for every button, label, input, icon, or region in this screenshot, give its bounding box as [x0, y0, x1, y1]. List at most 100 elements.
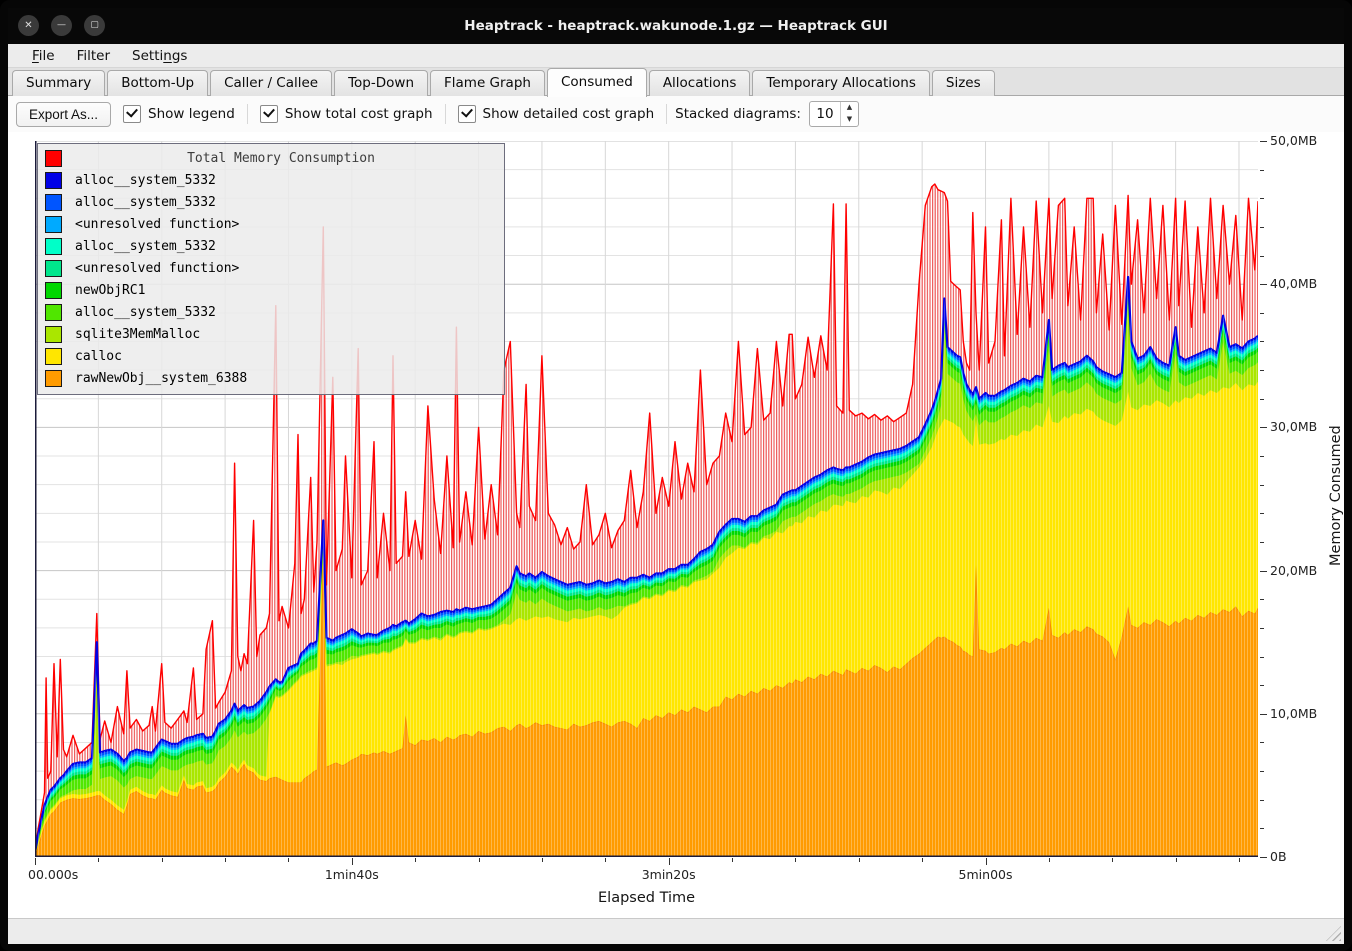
tab-consumed[interactable]: Consumed — [547, 68, 647, 97]
legend-label: <unresolved function> — [75, 261, 239, 276]
legend-swatch — [45, 238, 62, 255]
menu-file[interactable]: File — [22, 46, 65, 66]
checkbox-show-total-cost-graph[interactable]: Show total cost graph — [256, 105, 437, 123]
tab-flame-graph[interactable]: Flame Graph — [430, 70, 545, 96]
spin-buttons: ▲ ▼ — [840, 102, 858, 126]
legend-item: newObjRC1 — [42, 279, 500, 301]
resize-grip-icon[interactable] — [1326, 926, 1341, 941]
legend-swatch — [45, 194, 62, 211]
y-tick — [1260, 313, 1264, 314]
y-tick — [1260, 256, 1264, 257]
toolbar: Export As... Show legend Show total cost … — [8, 96, 1344, 132]
y-tick — [1260, 485, 1264, 486]
x-tick — [1176, 858, 1177, 862]
y-tick — [1260, 341, 1264, 342]
y-tick-label: 40,0MB — [1270, 276, 1317, 291]
legend-item: rawNewObj__system_6388 — [42, 367, 500, 389]
tab-allocations[interactable]: Allocations — [649, 70, 751, 96]
x-tick — [1239, 858, 1240, 862]
spin-up-icon[interactable]: ▲ — [841, 102, 858, 114]
y-tick — [1260, 657, 1264, 658]
legend-item: alloc__system_5332 — [42, 235, 500, 257]
tab-temporary-allocations[interactable]: Temporary Allocations — [752, 70, 929, 96]
minimize-button[interactable]: — — [51, 15, 72, 36]
y-tick — [1260, 427, 1267, 428]
legend-swatch — [45, 370, 62, 387]
tab-bottom-up[interactable]: Bottom-Up — [107, 70, 208, 96]
checkbox-show-legend[interactable]: Show legend — [119, 105, 239, 123]
x-tick — [35, 858, 36, 865]
x-tick — [352, 858, 353, 865]
y-tick — [1260, 542, 1264, 543]
close-button[interactable]: ✕ — [18, 15, 39, 36]
status-text — [8, 923, 16, 937]
legend-item: calloc — [42, 345, 500, 367]
x-tick-label: 5min00s — [959, 867, 1013, 882]
window-title: Heaptrack - heaptrack.wakunode.1.gz — He… — [8, 18, 1344, 34]
x-tick — [859, 858, 860, 862]
legend-label: alloc__system_5332 — [75, 305, 216, 320]
legend-label: alloc__system_5332 — [75, 195, 216, 210]
y-tick — [1260, 714, 1267, 715]
legend-item: sqlite3MemMalloc — [42, 323, 500, 345]
tab-sizes[interactable]: Sizes — [932, 70, 995, 96]
checkbox-icon[interactable] — [123, 105, 141, 123]
x-tick — [922, 858, 923, 862]
x-tick-label: 00.000s — [28, 867, 78, 882]
spin-down-icon[interactable]: ▼ — [841, 114, 858, 126]
export-as-button[interactable]: Export As... — [16, 102, 111, 127]
y-tick — [1260, 828, 1264, 829]
y-tick — [1260, 170, 1264, 171]
legend-item: <unresolved function> — [42, 213, 500, 235]
x-tick — [669, 858, 670, 865]
tab-top-down[interactable]: Top-Down — [334, 70, 428, 96]
stacked-diagrams-spinbox[interactable]: 10 ▲ ▼ — [809, 101, 859, 127]
x-tick — [98, 858, 99, 862]
legend-label: sqlite3MemMalloc — [75, 327, 200, 342]
y-tick — [1260, 227, 1264, 228]
legend-item: alloc__system_5332 — [42, 169, 500, 191]
menu-filter[interactable]: Filter — [67, 46, 120, 66]
tab-caller-callee[interactable]: Caller / Callee — [210, 70, 332, 96]
stacked-diagrams-value[interactable]: 10 — [810, 102, 840, 126]
checkbox-label: Show total cost graph — [285, 106, 433, 122]
y-tick — [1260, 628, 1264, 629]
legend-label: newObjRC1 — [75, 283, 145, 298]
x-tick — [795, 858, 796, 862]
y-tick-label: 10,0MB — [1270, 706, 1317, 721]
legend-swatch — [45, 282, 62, 299]
y-tick — [1260, 857, 1267, 858]
maximize-button[interactable]: ▢ — [84, 15, 105, 36]
x-tick — [1049, 858, 1050, 862]
menu-settings[interactable]: Settings — [122, 46, 197, 66]
x-tick — [1112, 858, 1113, 862]
y-tick — [1260, 284, 1267, 285]
legend-swatch — [45, 304, 62, 321]
legend-title: Total Memory Consumption — [62, 151, 500, 166]
consumed-chart: 0B10,0MB20,0MB30,0MB40,0MB50,0MB00.000s1… — [8, 132, 1344, 918]
legend-swatch — [45, 216, 62, 233]
titlebar[interactable]: ✕ — ▢ Heaptrack - heaptrack.wakunode.1.g… — [8, 8, 1344, 44]
y-tick — [1260, 513, 1264, 514]
menubar: FileFilterSettings — [8, 44, 1344, 68]
checkbox-icon[interactable] — [458, 105, 476, 123]
legend-label: rawNewObj__system_6388 — [75, 371, 247, 386]
y-tick — [1260, 399, 1264, 400]
x-tick — [288, 858, 289, 862]
y-axis-title: Memory Consumed — [1328, 426, 1344, 566]
y-tick-label: 0B — [1270, 849, 1287, 864]
toolbar-checkboxes: Show legend Show total cost graph Show det… — [119, 104, 658, 124]
legend-label: alloc__system_5332 — [75, 173, 216, 188]
x-tick — [732, 858, 733, 862]
checkbox-icon[interactable] — [260, 105, 278, 123]
legend-swatch-total — [45, 150, 62, 167]
y-tick-label: 20,0MB — [1270, 563, 1317, 578]
checkbox-show-detailed-cost-graph[interactable]: Show detailed cost graph — [454, 105, 659, 123]
x-tick — [225, 858, 226, 862]
x-tick-label: 1min40s — [325, 867, 379, 882]
y-tick — [1260, 370, 1264, 371]
tab-summary[interactable]: Summary — [12, 70, 105, 96]
x-tick-label: 3min20s — [642, 867, 696, 882]
toolbar-separator — [666, 104, 667, 124]
y-tick — [1260, 571, 1267, 572]
